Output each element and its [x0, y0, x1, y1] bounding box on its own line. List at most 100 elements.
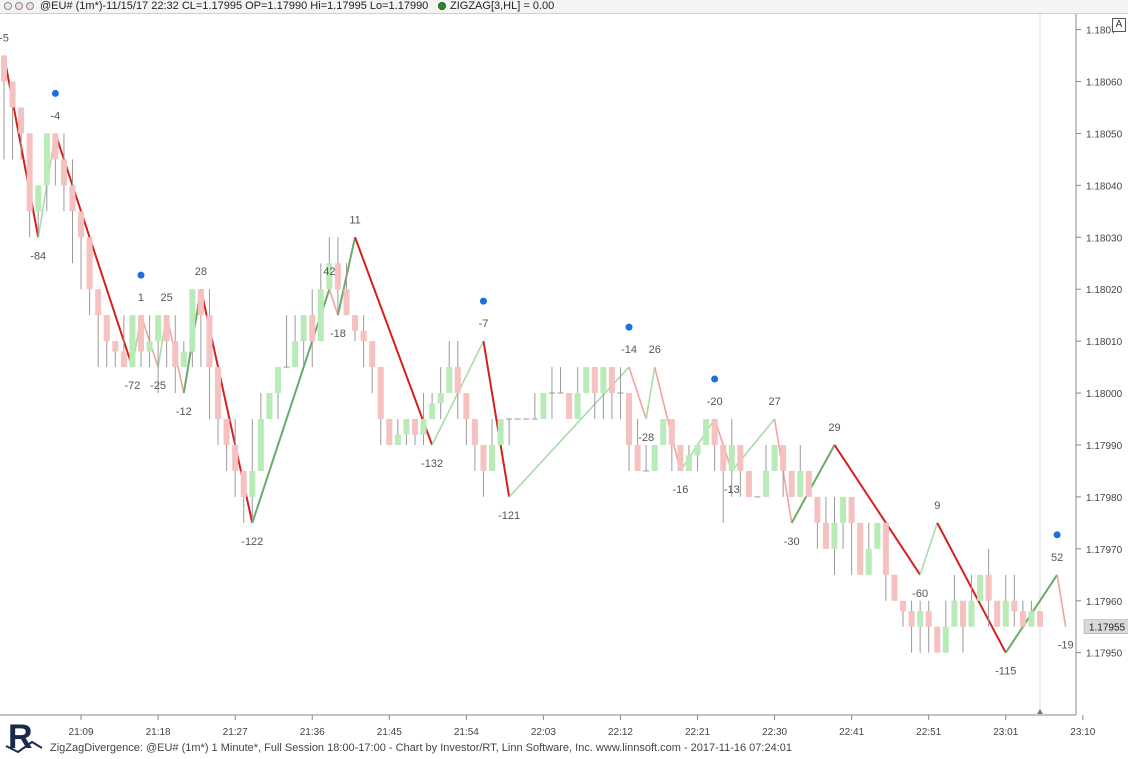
- candle-down-body: [1011, 600, 1018, 612]
- candle-down-body: [112, 341, 119, 352]
- y-tick-label: 1.18050: [1086, 129, 1123, 140]
- last-price-label: 1.17955: [1089, 623, 1126, 634]
- autoscale-button[interactable]: A: [1112, 18, 1126, 32]
- candle-down-body: [891, 574, 898, 601]
- candle-up-body: [840, 496, 847, 523]
- zigzag-segment: [54, 133, 134, 368]
- candle-down-body: [1019, 611, 1026, 627]
- candle-up-body: [420, 419, 427, 435]
- candle-down-body: [137, 315, 144, 352]
- candle-up-body: [43, 133, 50, 186]
- zigzag-segment: [328, 288, 339, 316]
- y-tick-label: 1.17970: [1086, 545, 1123, 556]
- y-tick-label: 1.18000: [1086, 389, 1123, 400]
- candle-down-body: [95, 289, 102, 316]
- candle-down-body: [360, 330, 367, 342]
- zigzag-swing-label: -16: [672, 484, 688, 496]
- y-tick-label: 1.18060: [1086, 78, 1123, 89]
- candle-down-body: [626, 393, 633, 445]
- zigzag-swing-label: 9: [934, 500, 940, 512]
- zigzag-swing-label: -84: [30, 250, 46, 262]
- y-tick-label: 1.17960: [1086, 597, 1123, 608]
- candle-down-body: [386, 419, 393, 445]
- candle-up-body: [771, 444, 778, 471]
- candle-down-body: [120, 351, 127, 368]
- y-tick-label: 1.17950: [1086, 649, 1123, 660]
- candle-up-body: [129, 315, 136, 368]
- zigzag-swing-label: -121: [498, 510, 520, 522]
- x-tick-label: 21:09: [69, 727, 94, 738]
- candle-down-body: [197, 289, 204, 316]
- candle-up-body: [797, 470, 804, 497]
- plot-background: [0, 14, 1076, 715]
- last-price-box: [1083, 619, 1128, 634]
- candle-down-body: [86, 237, 93, 290]
- candle-up-body: [180, 351, 187, 368]
- zigzag-segment: [790, 444, 836, 524]
- candle-up-body: [403, 419, 410, 435]
- zigzag-swing-label: 28: [195, 266, 207, 278]
- zigzag-swing-label: -20: [707, 396, 723, 408]
- plot-area: [0, 14, 1076, 715]
- y-tick-label: 1.18040: [1086, 181, 1123, 192]
- candle-up-body: [317, 289, 324, 342]
- candle-down-body: [78, 211, 85, 238]
- axes: 1.1807 1.18060 1.18050 1.18040 1.18030 1.1802…: [0, 14, 1128, 738]
- candle-up-body: [326, 263, 333, 290]
- x-tick-label: 22:12: [608, 727, 633, 738]
- candle-down-body: [172, 341, 179, 368]
- candle-down-body: [377, 367, 384, 420]
- zigzag-swing-label: -4: [50, 110, 60, 122]
- candle-down-body: [591, 367, 598, 394]
- candle-up-body: [394, 434, 401, 445]
- candle-up-body: [189, 289, 196, 352]
- candle-down-body: [163, 315, 170, 342]
- zigzag-swing-label: -122: [241, 536, 263, 548]
- x-tick-label: 21:36: [300, 727, 325, 738]
- candle-down-body: [882, 522, 889, 575]
- candle-down-body: [900, 600, 907, 612]
- candle-up-body: [35, 185, 42, 212]
- candles: [1, 55, 1043, 653]
- candle-up-body: [437, 393, 444, 404]
- x-tick-label: 21:27: [223, 727, 248, 738]
- zigzag-segment: [482, 340, 511, 498]
- candle-down-body: [1, 55, 7, 82]
- indicator-status-icon[interactable]: [438, 2, 446, 10]
- x-tick-label: 22:51: [916, 727, 941, 738]
- candle-down-body: [908, 611, 915, 627]
- window-circle-icon[interactable]: [15, 2, 23, 10]
- candle-up-body: [274, 367, 281, 394]
- candle-down-body: [215, 367, 222, 420]
- window-circle-icon[interactable]: [4, 2, 12, 10]
- candle-up-body: [865, 548, 872, 575]
- candle-down-body: [471, 419, 478, 445]
- candle-down-body: [309, 315, 316, 342]
- zigzag-segment: [645, 366, 656, 420]
- candle-down-body: [925, 611, 932, 627]
- zigzag-swing-label: -14: [621, 344, 637, 356]
- candle-up-body: [249, 470, 256, 497]
- candle-up-body: [651, 444, 658, 471]
- y-tick-label: 1.18020: [1086, 285, 1123, 296]
- divergence-dot: [625, 323, 633, 331]
- candle-up-body: [685, 455, 692, 471]
- candle-up-body: [703, 419, 710, 445]
- y-tick-label: 1.18030: [1086, 233, 1123, 244]
- candle-up-body: [942, 626, 949, 653]
- candle-up-body: [574, 393, 581, 420]
- candle-up-body: [951, 600, 958, 627]
- symbol-quote-text: @EU# (1m*)-11/15/17 22:32 CL=1.17995 OP=…: [40, 0, 429, 12]
- window-circle-icon[interactable]: [26, 2, 34, 10]
- candle-down-body: [848, 496, 855, 523]
- zigzag-swing-label: -5: [0, 33, 9, 45]
- zigzag-swing-label: -19: [1058, 640, 1074, 652]
- x-tick-label: 22:03: [531, 727, 556, 738]
- zigzag-swing-label: 26: [649, 344, 661, 356]
- candle-up-body: [874, 522, 881, 549]
- candle-down-body: [677, 444, 684, 471]
- zigzag-segment: [1056, 574, 1067, 627]
- scroll-marker-icon[interactable]: [1037, 709, 1043, 714]
- x-tick-label: 22:30: [762, 727, 787, 738]
